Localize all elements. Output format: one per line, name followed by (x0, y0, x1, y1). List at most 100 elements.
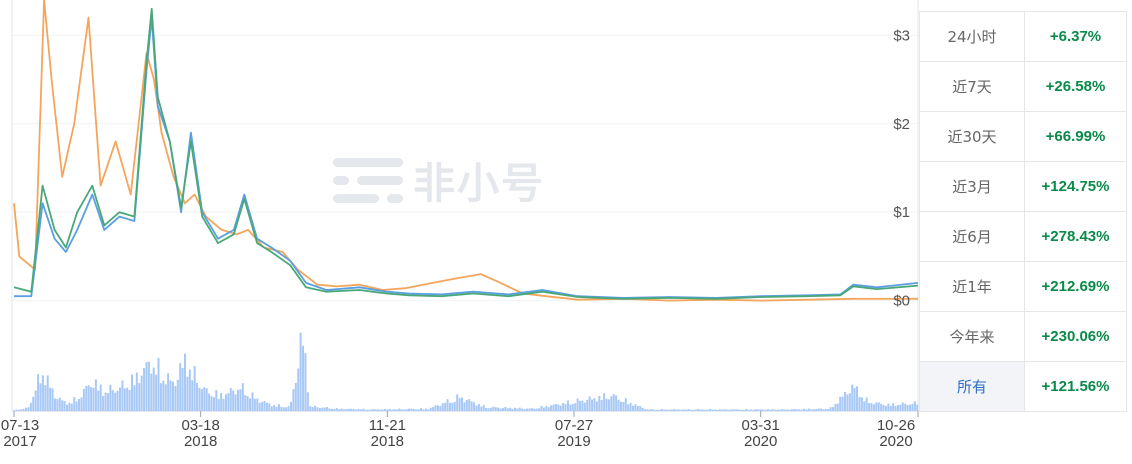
volume-bar (790, 409, 793, 411)
volume-bar (379, 409, 382, 411)
period-label[interactable]: 近1年 (919, 261, 1025, 312)
volume-bar (167, 373, 170, 411)
volume-bar (470, 401, 473, 411)
volume-bar (53, 398, 56, 411)
volume-bar (526, 408, 529, 411)
performance-row[interactable]: 近1年 +212.69% (919, 261, 1127, 312)
y-tick-label: $3 (893, 27, 910, 44)
volume-bar (509, 407, 512, 411)
volume-bar (73, 397, 76, 411)
volume-bar (617, 399, 620, 411)
volume-bar (434, 405, 437, 411)
volume-bar (408, 408, 411, 411)
volume-bar (646, 409, 649, 411)
volume-bar (622, 401, 625, 411)
volume-bar (285, 407, 288, 411)
volume-bar (249, 398, 252, 411)
volume-bar (776, 409, 779, 411)
period-label[interactable]: 所有 (919, 361, 1025, 412)
period-label[interactable]: 24小时 (919, 11, 1025, 62)
volume-bar (176, 379, 179, 411)
volume-bar (415, 409, 418, 411)
x-tick-label: 11-21 (369, 417, 406, 434)
volume-bar (80, 397, 83, 411)
volume-bar (345, 408, 348, 411)
period-label[interactable]: 今年来 (919, 311, 1025, 362)
volume-bar (212, 397, 215, 411)
performance-row[interactable]: 今年来 +230.06% (919, 311, 1127, 362)
volume-bar (297, 368, 300, 411)
volume-bar (150, 373, 153, 411)
volume-bar (530, 408, 533, 411)
volume-bar (528, 408, 531, 411)
volume-bar (143, 368, 146, 411)
volume-bar (730, 409, 733, 411)
volume-bar (350, 408, 353, 411)
volume-bar (598, 395, 601, 411)
volume-bar (258, 402, 261, 411)
period-change-value: +26.58% (1024, 61, 1127, 112)
volume-bar (514, 407, 517, 411)
volume-bar (222, 398, 225, 411)
volume-bar (261, 401, 264, 411)
volume-bar (335, 408, 338, 411)
volume-bar (200, 389, 203, 411)
volume-bar (391, 409, 394, 411)
performance-row[interactable]: 24小时 +6.37% (919, 11, 1127, 62)
volume-bar (764, 409, 767, 411)
performance-row[interactable]: 近30天 +66.99% (919, 111, 1127, 162)
volume-bar (106, 393, 109, 411)
volume-bar (162, 380, 165, 411)
volume-bar (853, 387, 856, 411)
period-label[interactable]: 近30天 (919, 111, 1025, 162)
volume-bar (783, 409, 786, 411)
volume-bar (754, 409, 757, 411)
volume-bar (94, 379, 97, 411)
period-label[interactable]: 近3月 (919, 161, 1025, 212)
volume-bar (289, 401, 292, 411)
volume-bar (745, 408, 748, 411)
x-tick-label: 03-31 (741, 417, 779, 434)
period-label[interactable]: 近7天 (919, 61, 1025, 112)
volume-bar (147, 361, 150, 411)
volume-bar (547, 407, 550, 411)
volume-bar (851, 384, 854, 411)
volume-bar (480, 406, 483, 411)
volume-bar (152, 367, 155, 411)
volume-bar (49, 387, 52, 411)
volume-bar (321, 407, 324, 411)
volume-bar (506, 408, 509, 411)
period-label[interactable]: 近6月 (919, 211, 1025, 262)
volume-bar (716, 409, 719, 411)
volume-bar (694, 409, 697, 411)
performance-row[interactable]: 近6月 +278.43% (919, 211, 1127, 262)
volume-bar (193, 365, 196, 411)
volume-bar (909, 404, 912, 411)
volume-bar (304, 353, 307, 411)
volume-bar (709, 409, 712, 411)
performance-row[interactable]: 近7天 +26.58% (919, 61, 1127, 112)
volume-bar (579, 400, 582, 411)
volume-bar (687, 409, 690, 411)
volume-bar (786, 409, 789, 411)
volume-bar (355, 409, 358, 411)
volume-bar (846, 394, 849, 411)
volume-bar (516, 408, 519, 411)
volume-bar (494, 407, 497, 411)
volume-bar (586, 399, 589, 411)
volume-bar (605, 398, 608, 411)
volume-bar (906, 404, 909, 411)
volume-bar (155, 374, 158, 411)
y-tick-label: $1 (893, 204, 910, 221)
volume-bar (473, 402, 476, 411)
performance-row[interactable]: 所有 +121.56% (919, 361, 1127, 412)
volume-bar (25, 407, 28, 411)
volume-bar (822, 409, 825, 411)
x-tick-year: 2018 (184, 433, 217, 450)
volume-bar (766, 409, 769, 411)
volume-bar (41, 375, 44, 411)
volume-bar (803, 408, 806, 411)
x-tick-label: 07-13 (1, 417, 39, 434)
performance-row[interactable]: 近3月 +124.75% (919, 161, 1127, 212)
volume-bar (781, 409, 784, 411)
